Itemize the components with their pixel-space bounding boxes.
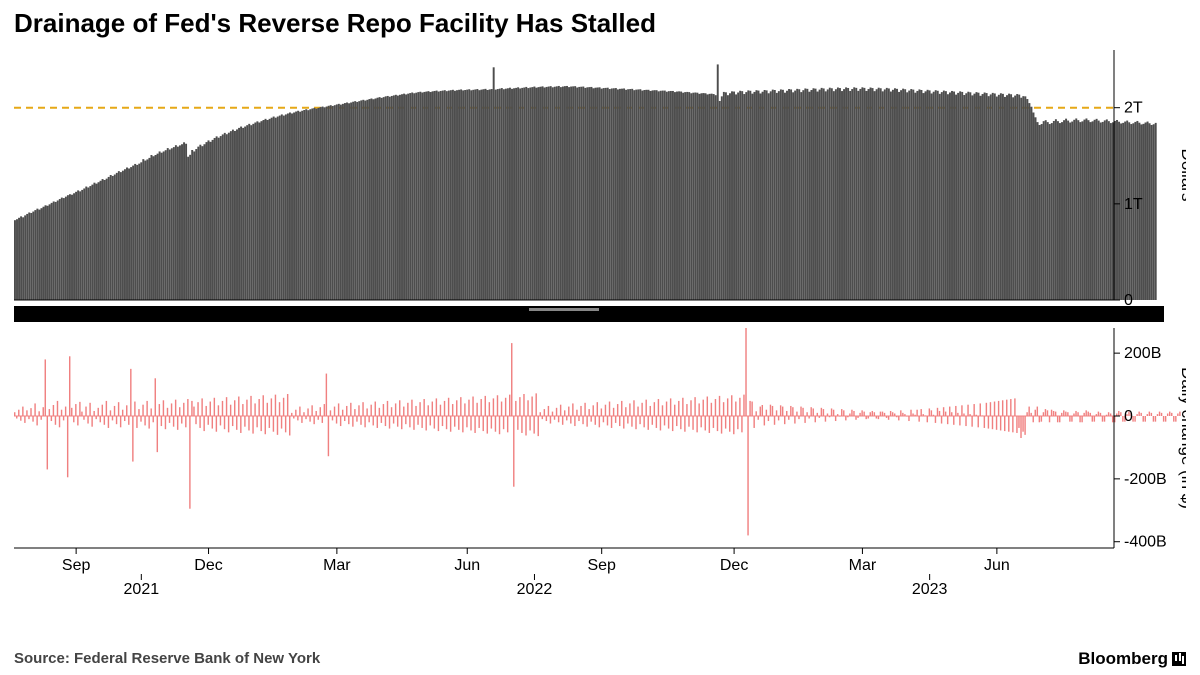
y-tick-label: 2T	[1124, 100, 1143, 117]
chart-title: Drainage of Fed's Reverse Repo Facility …	[14, 8, 656, 39]
bottom-bars	[14, 328, 1181, 535]
x-tick-year: 2021	[124, 581, 160, 598]
y-tick-label: 0	[1124, 408, 1133, 425]
top-axis-label: Dollars	[1178, 149, 1186, 202]
x-tick-month: Sep	[587, 557, 616, 574]
x-tick-month: Dec	[194, 557, 222, 574]
source-attribution: Source: Federal Reserve Bank of New York	[14, 650, 320, 667]
x-tick-month: Mar	[323, 557, 351, 574]
brand-icon	[1172, 652, 1186, 666]
y-tick-label: -200B	[1124, 471, 1167, 488]
x-tick-month: Mar	[849, 557, 877, 574]
y-tick-label: -400B	[1124, 534, 1167, 551]
divider-handle	[529, 308, 599, 311]
y-tick-label: 1T	[1124, 196, 1143, 213]
chart-panels: 01T2TDollars-400B-200B0200BDaily change …	[14, 50, 1186, 605]
y-tick-label: 200B	[1124, 345, 1161, 362]
x-tick-year: 2022	[517, 581, 553, 598]
x-tick-month: Sep	[62, 557, 91, 574]
brand-logo: Bloomberg	[1078, 649, 1186, 669]
x-tick-year: 2023	[912, 581, 948, 598]
chart-page: Drainage of Fed's Reverse Repo Facility …	[0, 0, 1200, 675]
x-tick-month: Jun	[454, 557, 480, 574]
x-tick-month: Dec	[720, 557, 748, 574]
bottom-axis-label: Daily change (in $)	[1178, 367, 1186, 509]
brand-text: Bloomberg	[1078, 649, 1168, 669]
top-bars	[14, 64, 1157, 300]
x-tick-month: Jun	[984, 557, 1010, 574]
